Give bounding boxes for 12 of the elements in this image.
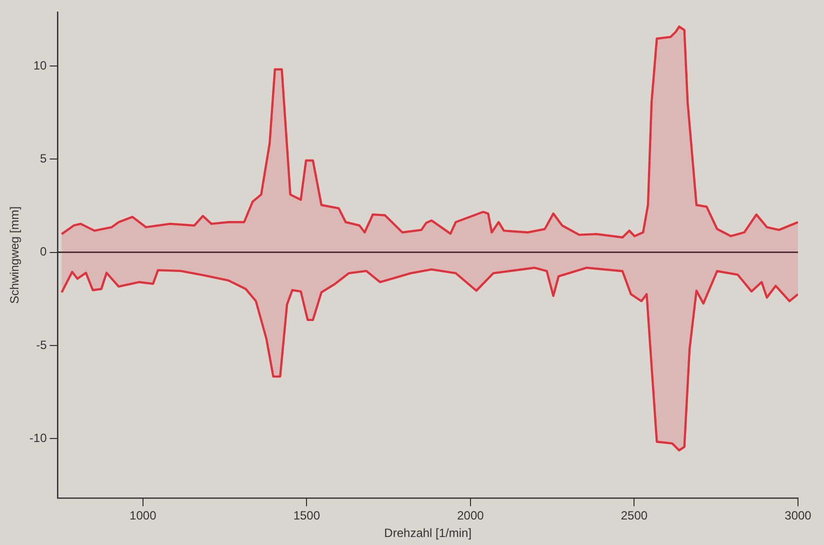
y-tick-label: -10: [29, 430, 48, 445]
x-tick-label: 1000: [130, 508, 157, 523]
x-tick-label: 3000: [784, 508, 812, 523]
y-tick-label: 0: [40, 244, 48, 259]
y-axis-title: Schwingweg [mm]: [8, 206, 22, 304]
x-axis-title: Drehzahl [1/min]: [384, 526, 472, 540]
y-tick-label: -5: [36, 338, 48, 352]
x-tick-label: 1500: [293, 508, 320, 523]
x-tick-label: 2000: [457, 508, 484, 523]
y-tick-label: 5: [40, 151, 48, 166]
y-tick-label: 10: [33, 58, 48, 72]
x-tick-label: 2500: [620, 508, 648, 523]
